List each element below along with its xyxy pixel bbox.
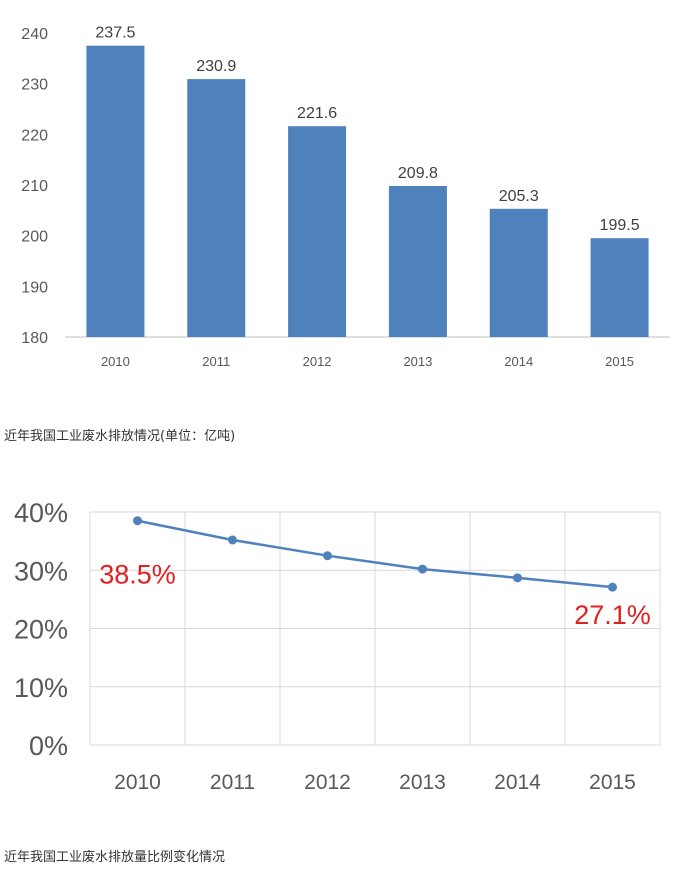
x-tick-label: 2014 — [504, 354, 533, 369]
y-tick-label: 40% — [14, 498, 68, 528]
y-tick-label: 230 — [21, 77, 48, 94]
point-2011 — [228, 535, 237, 545]
x-tick-label: 2011 — [202, 354, 230, 369]
bar-chart: 180 190 200 210 220 230 240 237.5 2010 230.9 2011 2… — [21, 25, 670, 369]
x-tick-label: 2013 — [403, 354, 432, 369]
line-chart: 0% 10% 20% 30% 40% 2010 2011 2012 2013 2014 2015 38… — [14, 498, 661, 794]
bar-2015 — [590, 238, 649, 337]
point-2013 — [418, 564, 427, 574]
data-label-2012: 221.6 — [297, 105, 337, 122]
y-tick-label: 240 — [21, 26, 48, 43]
annotation-2015: 27.1% — [574, 600, 651, 630]
y-tick-label: 220 — [21, 127, 48, 144]
data-label-2014: 205.3 — [499, 188, 539, 205]
y-tick-label: 0% — [29, 731, 68, 761]
y-tick-label: 200 — [21, 229, 48, 246]
bar-2014 — [489, 208, 548, 337]
annotation-2010: 38.5% — [99, 560, 176, 590]
x-tick-label: 2010 — [101, 354, 130, 369]
point-2010 — [133, 516, 142, 526]
x-tick-label: 2014 — [494, 771, 541, 794]
bar-2011 — [187, 79, 246, 338]
point-2015 — [608, 582, 617, 592]
x-tick-label: 2013 — [399, 771, 446, 794]
bar-2012 — [288, 126, 347, 337]
x-tick-label: 2011 — [210, 771, 255, 794]
x-tick-label: 2015 — [605, 354, 634, 369]
data-label-2013: 209.8 — [398, 165, 438, 182]
data-label-2010: 237.5 — [95, 25, 135, 42]
line-chart-caption: 近年我国工业废水排放量比例变化情况 — [4, 850, 226, 865]
point-2012 — [323, 551, 332, 561]
x-tick-label: 2015 — [589, 771, 636, 794]
bar-2013 — [388, 186, 447, 337]
x-tick-label: 2012 — [303, 354, 332, 369]
x-tick-label: 2012 — [304, 771, 351, 794]
y-tick-label: 30% — [14, 556, 68, 586]
data-label-2011: 230.9 — [196, 58, 236, 75]
bar-chart-caption: 近年我国工业废水排放情况(单位：亿吨) — [4, 429, 236, 444]
y-tick-label: 10% — [14, 673, 68, 703]
point-2014 — [513, 573, 522, 583]
x-tick-label: 2010 — [114, 771, 161, 794]
y-tick-label: 190 — [21, 279, 48, 296]
y-tick-label: 20% — [14, 615, 68, 645]
y-tick-label: 180 — [21, 330, 48, 347]
bar-2010 — [86, 45, 145, 338]
y-tick-label: 210 — [21, 178, 48, 195]
series-line — [137, 519, 613, 589]
data-label-2015: 199.5 — [600, 217, 640, 234]
